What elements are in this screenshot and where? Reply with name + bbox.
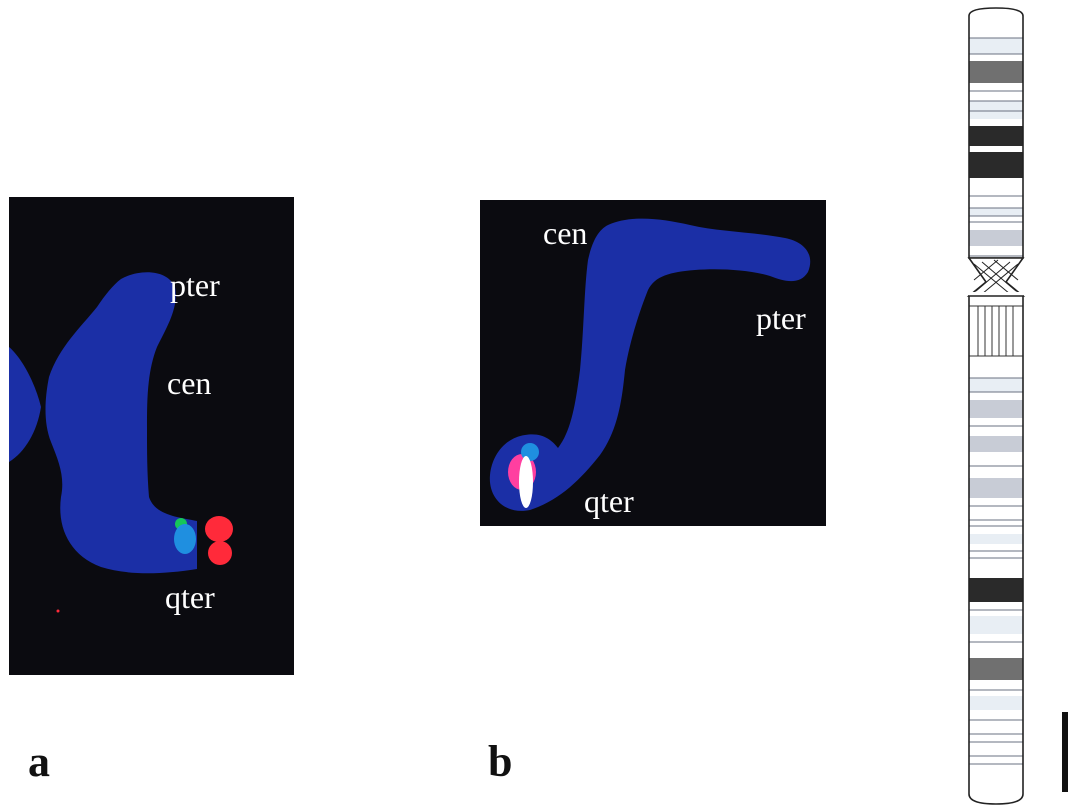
chromosome-ideogram [966, 7, 1026, 805]
chromosome-body-b [489, 218, 811, 511]
ideogram-band [969, 38, 1023, 54]
ideogram-band [969, 616, 1023, 634]
ideogram-band [969, 534, 1023, 544]
probe-red-signal-1 [205, 516, 233, 542]
label-cen-a: cen [167, 365, 212, 401]
ideogram-band [969, 208, 1023, 216]
ideogram-band [969, 696, 1023, 710]
ideogram-band [969, 478, 1023, 498]
ideogram-band [969, 578, 1023, 602]
ideogram-band [969, 61, 1023, 83]
label-qter-b: qter [584, 483, 634, 519]
fish-panel-b: cen pter qter [480, 200, 826, 526]
ideogram-band [969, 658, 1023, 680]
centromere [966, 257, 1026, 297]
ideogram-band [969, 378, 1023, 392]
probe-red-signal-2 [208, 541, 232, 565]
chromosome-image-a [9, 272, 233, 613]
label-pter-b: pter [756, 300, 806, 336]
ideogram-band [969, 101, 1023, 119]
ideogram-band [969, 400, 1023, 418]
fish-panel-a: pter cen qter [9, 197, 294, 675]
probe-white-signal [519, 456, 533, 508]
scale-bar [1062, 712, 1068, 792]
ideogram-band [969, 126, 1023, 146]
chromosome-image-b [489, 218, 811, 511]
label-pter-a: pter [170, 267, 220, 303]
ideogram-band [969, 436, 1023, 452]
label-qter-a: qter [165, 579, 215, 615]
panel-letter-b: b [488, 737, 513, 786]
chromosome-body-a [45, 272, 197, 574]
ideogram-band [969, 152, 1023, 178]
ideogram-band [969, 230, 1023, 246]
label-cen-b: cen [543, 215, 588, 251]
probe-blue-signal [174, 524, 196, 554]
panel-letter-a: a [28, 737, 50, 786]
heterochromatin-stripes [969, 305, 1023, 357]
probe-red-speck [56, 609, 60, 613]
adjacent-chromosome [9, 347, 41, 462]
